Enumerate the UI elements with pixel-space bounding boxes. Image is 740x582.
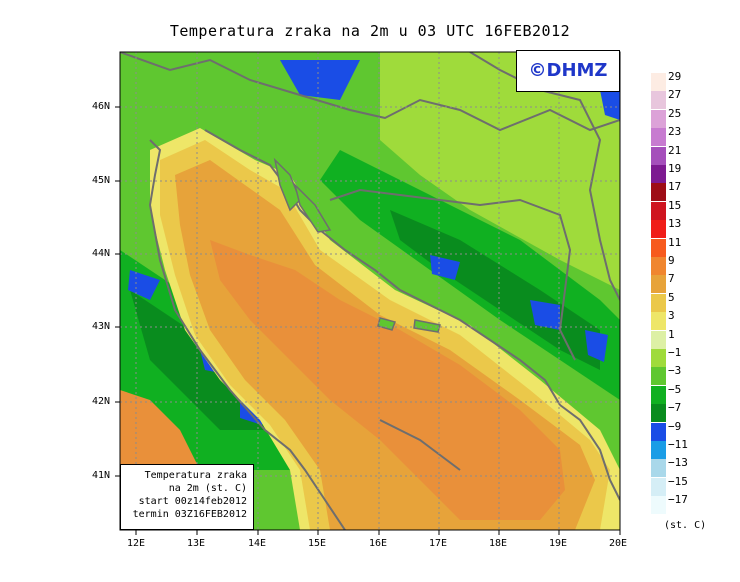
- lon-label: 16E: [369, 538, 388, 549]
- legend-swatch: [651, 367, 666, 386]
- legend-swatch: [651, 330, 666, 349]
- grid: [120, 52, 620, 530]
- legend-swatch: [651, 183, 666, 202]
- cold-patch-5: [585, 330, 608, 362]
- legend-tick-label: 25: [668, 106, 682, 120]
- legend-tick-label: 15: [668, 198, 682, 212]
- legend-swatch: [651, 349, 666, 367]
- legend-swatch: [651, 146, 666, 165]
- legend-tick-label: −7: [668, 401, 682, 415]
- legend-swatch: [651, 441, 666, 459]
- map-frame: [119, 51, 621, 531]
- legend-tick-label: 19: [668, 162, 682, 175]
- gargano-coast: [379, 419, 461, 471]
- border-south: [559, 404, 620, 501]
- lat-label: 46N: [92, 101, 111, 112]
- legend-swatch: [651, 165, 666, 183]
- axis-ticks: [115, 106, 621, 535]
- cold-patch-7: [600, 85, 620, 120]
- cold-patch-4: [530, 300, 560, 330]
- legend-tick-label: −11: [668, 438, 688, 451]
- legend-swatch: [651, 220, 666, 239]
- land-darker-belt: [390, 210, 600, 370]
- cold-patch-alps: [280, 60, 360, 100]
- info-line: start 00z14feb2012: [138, 496, 247, 507]
- map-title: Temperatura zraka na 2m u 03 UTC 16FEB20…: [169, 22, 571, 40]
- legend-tick-label: 27: [668, 88, 682, 102]
- legend-tick-label: 3: [668, 309, 675, 323]
- legend-tick-label: 13: [668, 217, 682, 231]
- legend-tick-label: 9: [668, 254, 675, 267]
- legend-tick-label: 23: [668, 125, 682, 139]
- sea-warm: [210, 240, 565, 520]
- legend-units: (st. C): [664, 520, 707, 531]
- legend-swatch: [651, 257, 666, 275]
- legend-tick-label: −17: [668, 493, 688, 507]
- legend-swatch: [651, 477, 666, 496]
- cold-patch-3: [430, 255, 460, 280]
- legend-tick-label: 5: [668, 290, 675, 304]
- legend-tick-label: 29: [668, 70, 682, 83]
- lat-label: 42N: [92, 396, 111, 407]
- legend-tick-label: −15: [668, 474, 688, 488]
- legend-tick-label: 11: [668, 235, 682, 249]
- legend-swatch: [651, 128, 666, 147]
- legend-tick-label: −1: [668, 346, 682, 359]
- legend-swatch: [651, 73, 666, 91]
- lon-label: 19E: [549, 538, 568, 549]
- legend-swatch: [651, 385, 666, 404]
- info-box: Temperatura zraka na 2m (st. C) start 00…: [120, 464, 254, 530]
- legend-swatch: [651, 312, 666, 331]
- legend-swatch: [651, 109, 666, 128]
- lon-label: 13E: [187, 538, 206, 549]
- legend-swatch: [651, 275, 666, 294]
- lon-label: 18E: [489, 538, 508, 549]
- border-north: [120, 52, 620, 132]
- legend-swatch: [651, 91, 666, 110]
- lat-label: 44N: [92, 248, 111, 259]
- lon-label: 12E: [127, 538, 146, 549]
- legend-tick-label: 1: [668, 327, 675, 341]
- legend-swatch: [651, 201, 666, 220]
- legend-tick-label: −3: [668, 364, 682, 378]
- legend-swatch: [651, 404, 666, 423]
- lon-label: 15E: [308, 538, 327, 549]
- legend-tick-label: −5: [668, 382, 682, 396]
- lat-label: 41N: [92, 470, 111, 481]
- border-east: [469, 52, 620, 301]
- island-2: [293, 182, 332, 233]
- lon-label: 20E: [609, 538, 628, 549]
- legend-swatch: [651, 422, 666, 441]
- land-light-area: [380, 52, 620, 290]
- island-4: [413, 319, 441, 333]
- lon-label: 14E: [248, 538, 267, 549]
- legend-swatch: [651, 293, 666, 312]
- info-line: na 2m (st. C): [168, 483, 247, 494]
- coastline-croatia: [204, 129, 561, 406]
- legend-tick-label: 21: [668, 143, 682, 157]
- legend-tick-label: −13: [668, 456, 688, 470]
- info-line: Temperatura zraka: [144, 470, 247, 481]
- legend-tick-label: −9: [668, 419, 682, 433]
- lat-label: 43N: [92, 321, 111, 332]
- legend-swatch: [651, 496, 666, 515]
- legend-tick-label: 7: [668, 272, 675, 286]
- legend-swatch: [651, 238, 666, 257]
- info-line: termin 03Z16FEB2012: [132, 509, 247, 520]
- legend-swatch: [651, 459, 666, 478]
- border-croatia-bih: [329, 188, 576, 361]
- dhmz-logo: ©DHMZ: [516, 50, 620, 92]
- lat-label: 45N: [92, 175, 111, 186]
- island-1: [273, 157, 301, 212]
- legend-tick-label: 17: [668, 180, 682, 194]
- coastline-italy: [148, 139, 346, 530]
- lon-label: 17E: [429, 538, 448, 549]
